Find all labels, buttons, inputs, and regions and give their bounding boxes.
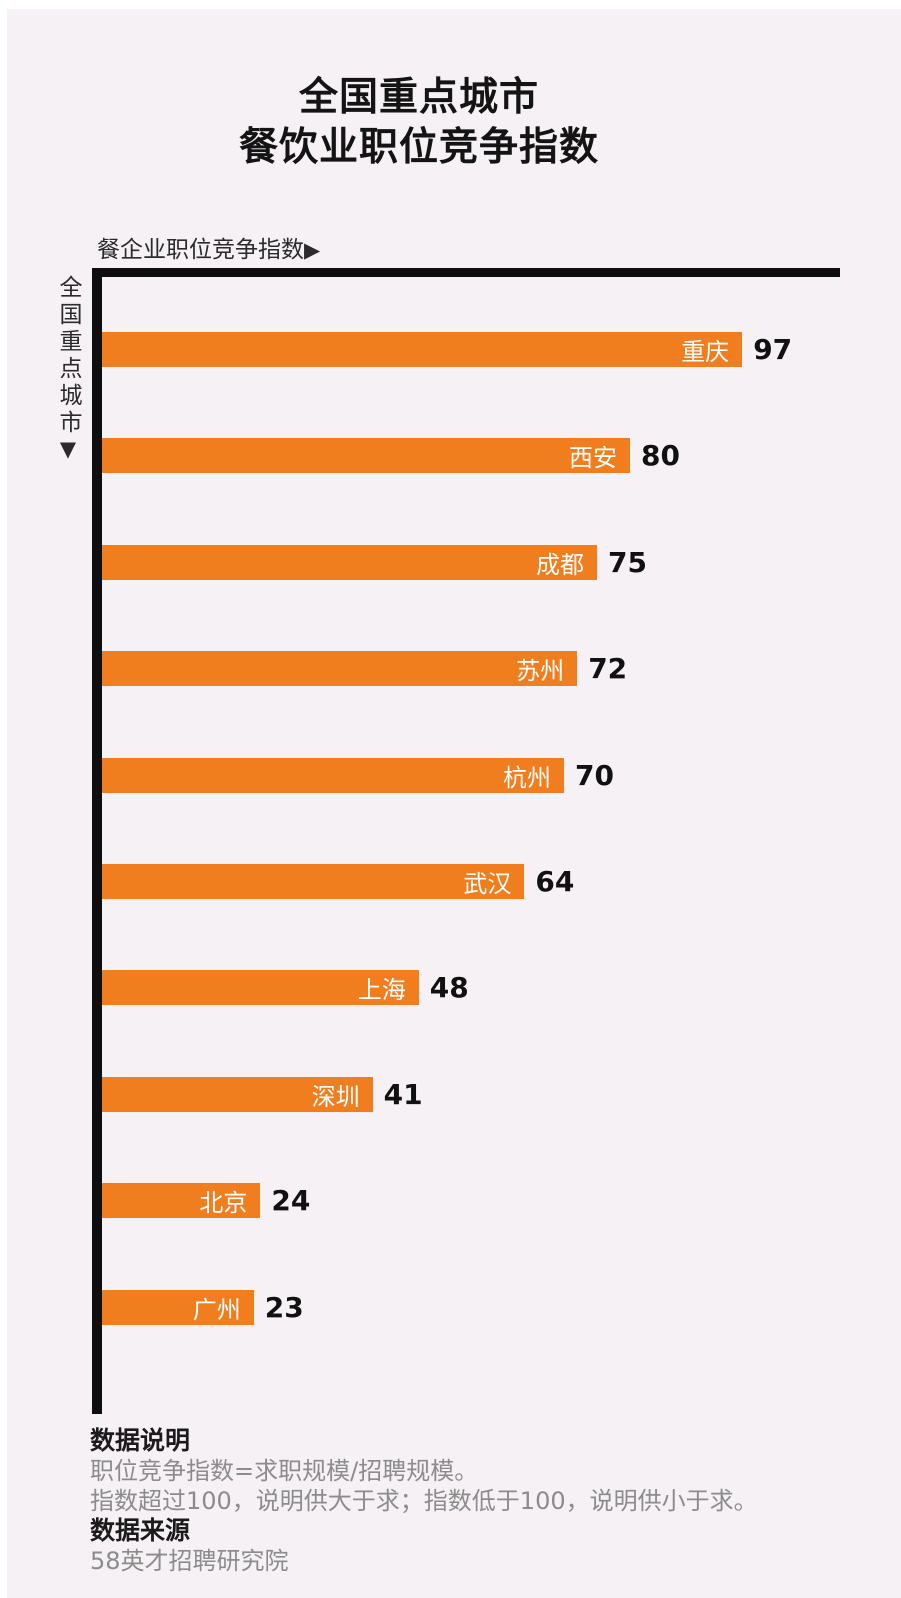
bar-row: 北京 24 bbox=[102, 1183, 311, 1219]
data-explanation-line1: 职位竞争指数=求职规模/招聘规模。 bbox=[90, 1457, 479, 1485]
bar-value-label: 70 bbox=[575, 758, 614, 792]
x-axis-label-text: 餐企业职位竞争指数 bbox=[97, 237, 304, 263]
bar-row: 上海 48 bbox=[102, 970, 469, 1006]
y-axis-label-text: 全国重点城市 bbox=[55, 275, 81, 437]
data-explanation-heading: 数据说明 bbox=[90, 1426, 191, 1455]
bar-chart-plot: 重庆 97 西安 80 成都 75 苏州 72 杭州 70 武汉 64 上海 48 深圳 41 北京 24 广州 23 bbox=[102, 277, 862, 1417]
page-title-line1: 全国重点城市 bbox=[298, 75, 539, 120]
bar-value-label: 41 bbox=[383, 1077, 423, 1111]
bar-city-label: 上海 bbox=[357, 976, 406, 1005]
bar: 北京 bbox=[102, 1183, 261, 1219]
bar-value-label: 72 bbox=[588, 652, 628, 686]
bar-value-label: 75 bbox=[608, 545, 647, 579]
bar-value-label: 24 bbox=[271, 1184, 311, 1218]
data-explanation-line2: 指数超过100，说明供大于求；指数低于100，说明供小于求。 bbox=[90, 1487, 758, 1515]
bar-value-label: 80 bbox=[641, 439, 680, 473]
bar: 成都 bbox=[102, 544, 597, 580]
bar-city-label: 成都 bbox=[536, 550, 584, 579]
bar-row: 重庆 97 bbox=[102, 332, 792, 367]
down-arrow-icon: ▼ bbox=[56, 437, 80, 461]
right-arrow-icon: ▶ bbox=[304, 238, 321, 262]
x-axis-line bbox=[92, 268, 840, 277]
bar: 西安 bbox=[102, 438, 630, 474]
bar-city-label: 广州 bbox=[192, 1295, 241, 1324]
bar-row: 杭州 70 bbox=[102, 757, 614, 793]
bar-row: 深圳 41 bbox=[102, 1076, 423, 1112]
bar-city-label: 武汉 bbox=[463, 870, 512, 898]
y-axis-line bbox=[92, 268, 102, 1414]
data-source-heading: 数据来源 bbox=[90, 1516, 191, 1545]
bar: 重庆 bbox=[102, 332, 743, 367]
bar-value-label: 64 bbox=[535, 865, 575, 898]
y-axis-label: 全国重点城市▼ bbox=[51, 275, 85, 461]
bar-row: 西安 80 bbox=[102, 438, 680, 474]
x-axis-label: 餐企业职位竞争指数▶ bbox=[97, 230, 320, 264]
bar-value-label: 97 bbox=[753, 333, 793, 366]
bar: 上海 bbox=[102, 970, 419, 1006]
notes-section: 数据说明 职位竞争指数=求职规模/招聘规模。 指数超过100，说明供大于求；指数… bbox=[90, 1426, 850, 1576]
bar-city-label: 北京 bbox=[199, 1189, 248, 1218]
page-title: 全国重点城市 餐饮业职位竞争指数 bbox=[7, 73, 831, 173]
bar-city-label: 深圳 bbox=[311, 1082, 360, 1111]
bar-value-label: 48 bbox=[429, 971, 469, 1005]
bar-row: 成都 75 bbox=[102, 544, 647, 580]
bar-city-label: 杭州 bbox=[503, 763, 551, 792]
bar-row: 武汉 64 bbox=[102, 864, 574, 899]
bar: 武汉 bbox=[102, 864, 525, 899]
data-source-line: 58英才招聘研究院 bbox=[90, 1547, 289, 1575]
chart-card: 全国重点城市 餐饮业职位竞争指数 餐企业职位竞争指数▶ 全国重点城市▼ 重庆 97… bbox=[7, 9, 901, 1598]
bar: 广州 bbox=[102, 1289, 254, 1325]
bar: 深圳 bbox=[102, 1076, 373, 1112]
bar-value-label: 23 bbox=[264, 1290, 304, 1324]
bar: 苏州 bbox=[102, 651, 578, 687]
bar-row: 苏州 72 bbox=[102, 651, 628, 687]
bar-city-label: 重庆 bbox=[681, 338, 730, 366]
bar-city-label: 西安 bbox=[569, 444, 617, 473]
bar-row: 广州 23 bbox=[102, 1289, 304, 1325]
bar: 杭州 bbox=[102, 757, 564, 793]
page-title-line2: 餐饮业职位竞争指数 bbox=[238, 125, 599, 170]
bar-city-label: 苏州 bbox=[516, 657, 565, 686]
